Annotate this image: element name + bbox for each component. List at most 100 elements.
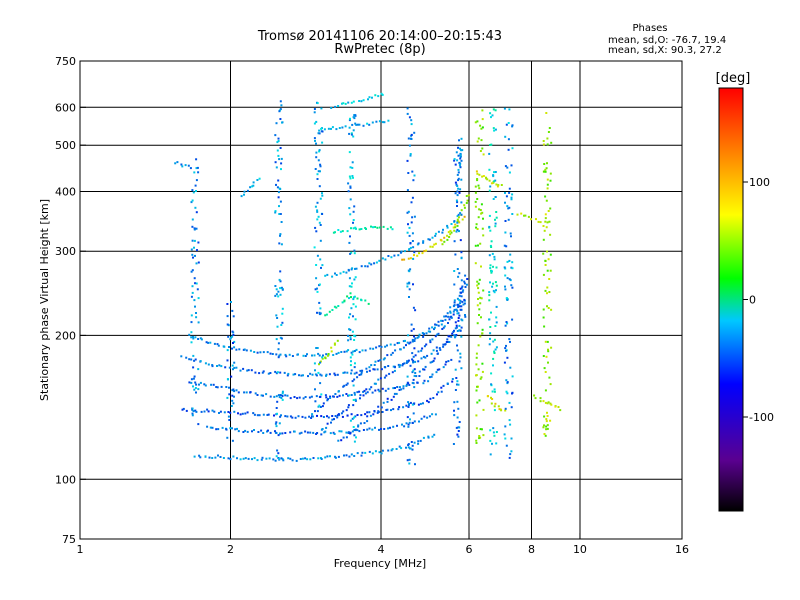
echo-point xyxy=(456,218,459,221)
echo-point xyxy=(354,276,357,279)
echo-point xyxy=(333,305,336,308)
echo-point xyxy=(280,162,283,165)
echo-point xyxy=(267,372,270,375)
echo-point xyxy=(490,311,492,314)
echo-point xyxy=(371,452,374,455)
echo-point xyxy=(546,402,549,405)
echo-point xyxy=(188,358,191,361)
echo-point xyxy=(403,258,406,261)
echo-point xyxy=(504,409,507,412)
echo-point xyxy=(490,271,493,274)
echo-point xyxy=(378,428,380,431)
echo-point xyxy=(378,259,381,262)
echo-point xyxy=(196,249,198,252)
echo-point xyxy=(355,267,358,270)
echo-point xyxy=(474,185,477,188)
echo-point xyxy=(279,200,282,203)
echo-point xyxy=(413,251,416,254)
echo-point xyxy=(191,291,194,294)
echo-point xyxy=(349,177,352,180)
echo-point xyxy=(436,393,438,396)
echo-point xyxy=(426,416,429,419)
echo-point xyxy=(492,198,495,200)
echo-point xyxy=(209,341,212,344)
echo-point xyxy=(319,307,322,310)
echo-point xyxy=(479,296,482,299)
echo-point xyxy=(329,455,331,458)
echo-point xyxy=(229,338,232,341)
echo-point xyxy=(345,436,348,439)
echo-point xyxy=(440,319,443,322)
echo-point xyxy=(434,335,437,338)
echo-point xyxy=(316,287,318,290)
echo-point xyxy=(333,418,335,421)
echo-point xyxy=(343,350,346,353)
echo-point xyxy=(352,404,355,407)
echo-point xyxy=(459,147,461,150)
echo-point xyxy=(191,407,194,410)
echo-point xyxy=(554,405,557,408)
echo-point xyxy=(197,368,200,371)
echo-point xyxy=(489,112,492,115)
echo-point xyxy=(454,389,457,391)
echo-point xyxy=(332,354,335,356)
echo-point xyxy=(366,411,369,414)
echo-point xyxy=(488,168,491,171)
echo-point xyxy=(448,341,451,343)
echo-point xyxy=(301,457,304,460)
echo-point xyxy=(503,266,506,269)
echo-point xyxy=(443,240,446,243)
echo-point xyxy=(365,367,368,370)
echo-point xyxy=(182,407,185,410)
echo-point xyxy=(443,236,446,239)
echo-point xyxy=(433,433,436,436)
echo-point xyxy=(342,371,345,374)
echo-point xyxy=(440,390,443,393)
echo-point xyxy=(461,300,464,303)
echo-point xyxy=(278,110,281,113)
echo-point xyxy=(408,462,411,465)
echo-point xyxy=(332,395,334,398)
echo-point xyxy=(456,228,459,231)
echo-point xyxy=(364,265,367,268)
echo-point xyxy=(324,357,327,360)
echo-point xyxy=(341,230,344,233)
echo-point xyxy=(503,244,506,247)
echo-point xyxy=(497,405,500,408)
echo-point xyxy=(317,405,320,408)
echo-point xyxy=(329,395,332,398)
echo-point xyxy=(216,386,219,389)
echo-point xyxy=(276,141,279,144)
echo-point xyxy=(453,409,455,412)
echo-point xyxy=(350,351,353,354)
echo-point xyxy=(431,245,434,248)
echo-point xyxy=(414,372,417,374)
echo-point xyxy=(542,426,545,429)
echo-point xyxy=(507,138,510,141)
echo-point xyxy=(411,358,414,361)
echo-point xyxy=(364,451,367,454)
echo-point xyxy=(192,256,194,259)
echo-point xyxy=(287,457,290,460)
echo-point xyxy=(421,332,424,334)
echo-point xyxy=(489,264,492,267)
echo-point xyxy=(504,407,507,410)
echo-point xyxy=(190,341,193,344)
echo-point xyxy=(492,364,494,367)
echo-point xyxy=(457,383,460,386)
echo-point xyxy=(543,415,546,418)
echo-point xyxy=(314,139,316,142)
echo-point xyxy=(192,191,195,194)
echo-point xyxy=(492,289,495,292)
echo-point xyxy=(338,430,341,433)
echo-point xyxy=(393,254,396,257)
echo-point xyxy=(340,412,343,415)
echo-point xyxy=(493,390,496,393)
echo-point xyxy=(476,228,479,230)
echo-point xyxy=(492,282,494,285)
echo-point xyxy=(410,441,413,443)
echo-point xyxy=(370,364,373,367)
echo-point xyxy=(199,337,202,340)
echo-point xyxy=(191,239,194,242)
